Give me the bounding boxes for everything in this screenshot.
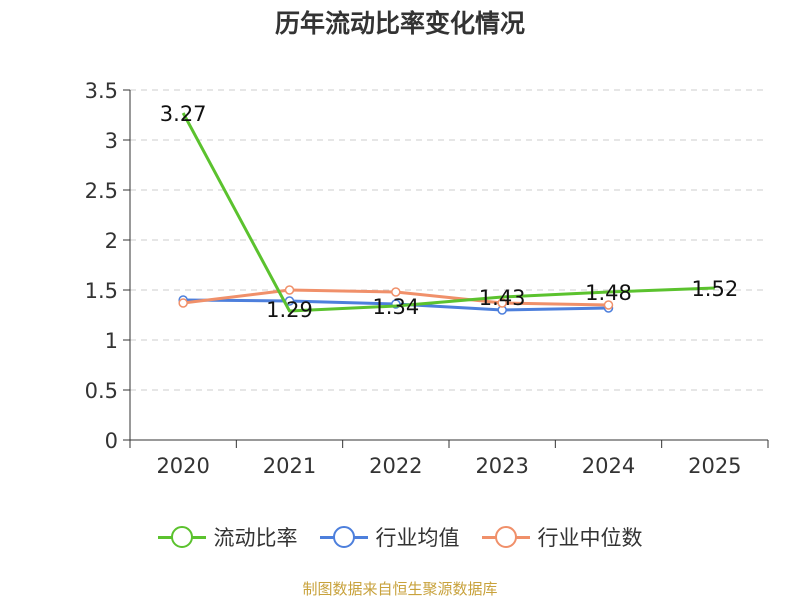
data-label: 1.48 [585,281,632,305]
x-tick-label: 2025 [688,454,741,478]
legend-swatch-industry-median [481,526,530,548]
data-label: 1.43 [479,286,526,310]
chart-title: 历年流动比率变化情况 [274,9,525,38]
y-tick-label: 2.5 [85,179,118,203]
legend-swatch-current-ratio [157,526,206,548]
data-point [284,285,295,295]
data-label: 1.34 [372,295,419,319]
data-label: 1.52 [691,277,738,301]
legend-item-industry-median[interactable]: 行业中位数 [481,522,643,552]
data-label: 1.29 [266,298,313,322]
source-footer: 制图数据来自恒生聚源数据库 [302,580,498,598]
data-label: 3.27 [160,102,207,126]
y-tick-label: 1 [105,329,118,353]
legend-item-industry-mean[interactable]: 行业均值 [319,522,460,552]
x-tick-label: 2022 [369,454,422,478]
y-tick-label: 0 [105,429,118,453]
y-tick-label: 1.5 [85,279,118,303]
data-point [497,298,507,308]
legend-label-industry-mean: 行业均值 [375,526,460,550]
y-tick-label: 0.5 [85,379,118,403]
y-tick-label: 2 [105,229,118,253]
x-tick-label: 2024 [582,454,635,478]
legend-label-industry-median: 行业中位数 [537,526,643,550]
x-tick-label: 2021 [263,454,316,478]
legend: 流动比率 行业均值 行业中位数 [0,520,800,554]
legend-label-current-ratio: 流动比率 [213,526,298,550]
x-tick-label: 2023 [475,454,528,478]
data-point [178,298,188,308]
data-point [603,300,614,310]
data-point [391,287,401,297]
y-tick-label: 3.5 [85,79,118,103]
y-tick-label: 3 [105,129,118,153]
legend-item-current-ratio[interactable]: 流动比率 [157,522,298,552]
series-line [181,112,715,313]
legend-swatch-industry-mean [319,526,368,548]
x-tick-label: 2020 [156,454,209,478]
